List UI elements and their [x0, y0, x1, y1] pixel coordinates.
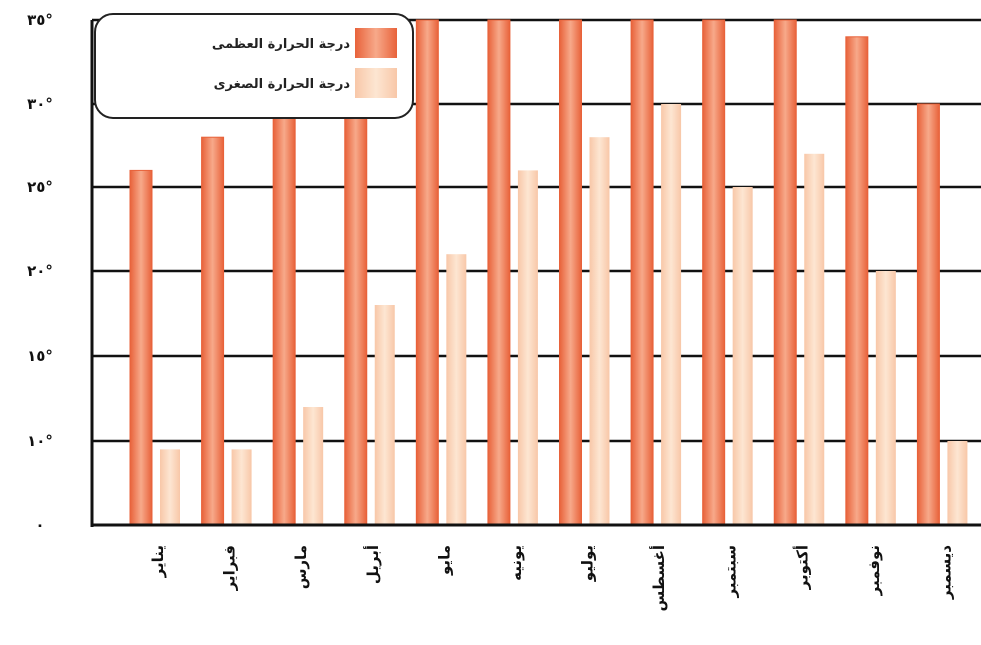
bar-min-1 — [160, 449, 180, 525]
bar-max-12 — [916, 103, 940, 526]
x-tick-label: ديسمبر — [936, 545, 954, 600]
bar-max-1 — [129, 169, 153, 526]
bar-max-5 — [415, 19, 439, 526]
legend-box — [94, 13, 414, 119]
bar-max-2 — [201, 136, 225, 526]
y-tick-label: ١٠° — [27, 432, 53, 450]
x-tick-label: أكتوبر — [792, 545, 811, 590]
y-tick-label: ٠ — [35, 516, 44, 534]
x-tick-label: فبراير — [221, 545, 239, 591]
bar-min-3 — [303, 407, 324, 525]
x-tick-label: أبريل — [363, 545, 382, 584]
bar-max-8 — [630, 19, 654, 526]
bar-min-9 — [732, 187, 753, 525]
bar-min-7 — [589, 137, 610, 525]
bar-min-6 — [517, 170, 538, 525]
y-tick-label: ٢٠° — [27, 262, 53, 280]
x-tick-label: مايو — [435, 545, 453, 576]
x-tick-label: يوليو — [579, 545, 597, 582]
x-tick-label: مارس — [292, 545, 310, 589]
bar-max-11 — [845, 36, 869, 526]
bar-min-8 — [661, 104, 682, 525]
legend-label-2: درجة الحرارة الصغرى — [214, 77, 351, 92]
legend-swatch-2 — [355, 68, 397, 98]
legend: درجة الحرارة العظمى درجة الحرارة الصغرى — [94, 13, 414, 119]
bar-max-10 — [773, 19, 797, 526]
x-tick-label: يناير — [149, 545, 167, 578]
bar-max-7 — [559, 19, 582, 526]
bar-min-4 — [374, 305, 395, 525]
bar-min-5 — [446, 254, 467, 525]
axes — [90, 20, 981, 527]
bar-max-3 — [272, 103, 296, 526]
bar-min-10 — [804, 153, 825, 526]
x-tick-label: يونيه — [507, 545, 525, 581]
bar-min-11 — [875, 271, 896, 525]
bar-max-6 — [487, 19, 511, 526]
x-tick-label: سبتمبر — [722, 545, 740, 599]
y-tick-label: ١٥° — [27, 347, 53, 365]
bar-max-9 — [702, 19, 726, 526]
y-axis-tick-labels: ٠ ١٠° ١٥° ٢٠° ٢٥° ٣٠° ٣٥° — [27, 11, 53, 534]
legend-swatch-1 — [355, 28, 397, 58]
y-tick-label: ٣٠° — [27, 95, 53, 113]
bar-min-12 — [947, 441, 968, 525]
x-axis-tick-labels: يناير فبراير مارس أبريل مايو يونيه يوليو أغسطس س… — [149, 545, 954, 612]
x-tick-label: أغسطس — [649, 545, 668, 611]
y-tick-label: ٣٥° — [27, 11, 53, 29]
x-tick-label: نوفمبر — [865, 545, 883, 596]
legend-label-1: درجة الحرارة العظمى — [212, 37, 350, 52]
bar-min-2 — [231, 449, 252, 525]
y-tick-label: ٢٥° — [27, 178, 53, 196]
